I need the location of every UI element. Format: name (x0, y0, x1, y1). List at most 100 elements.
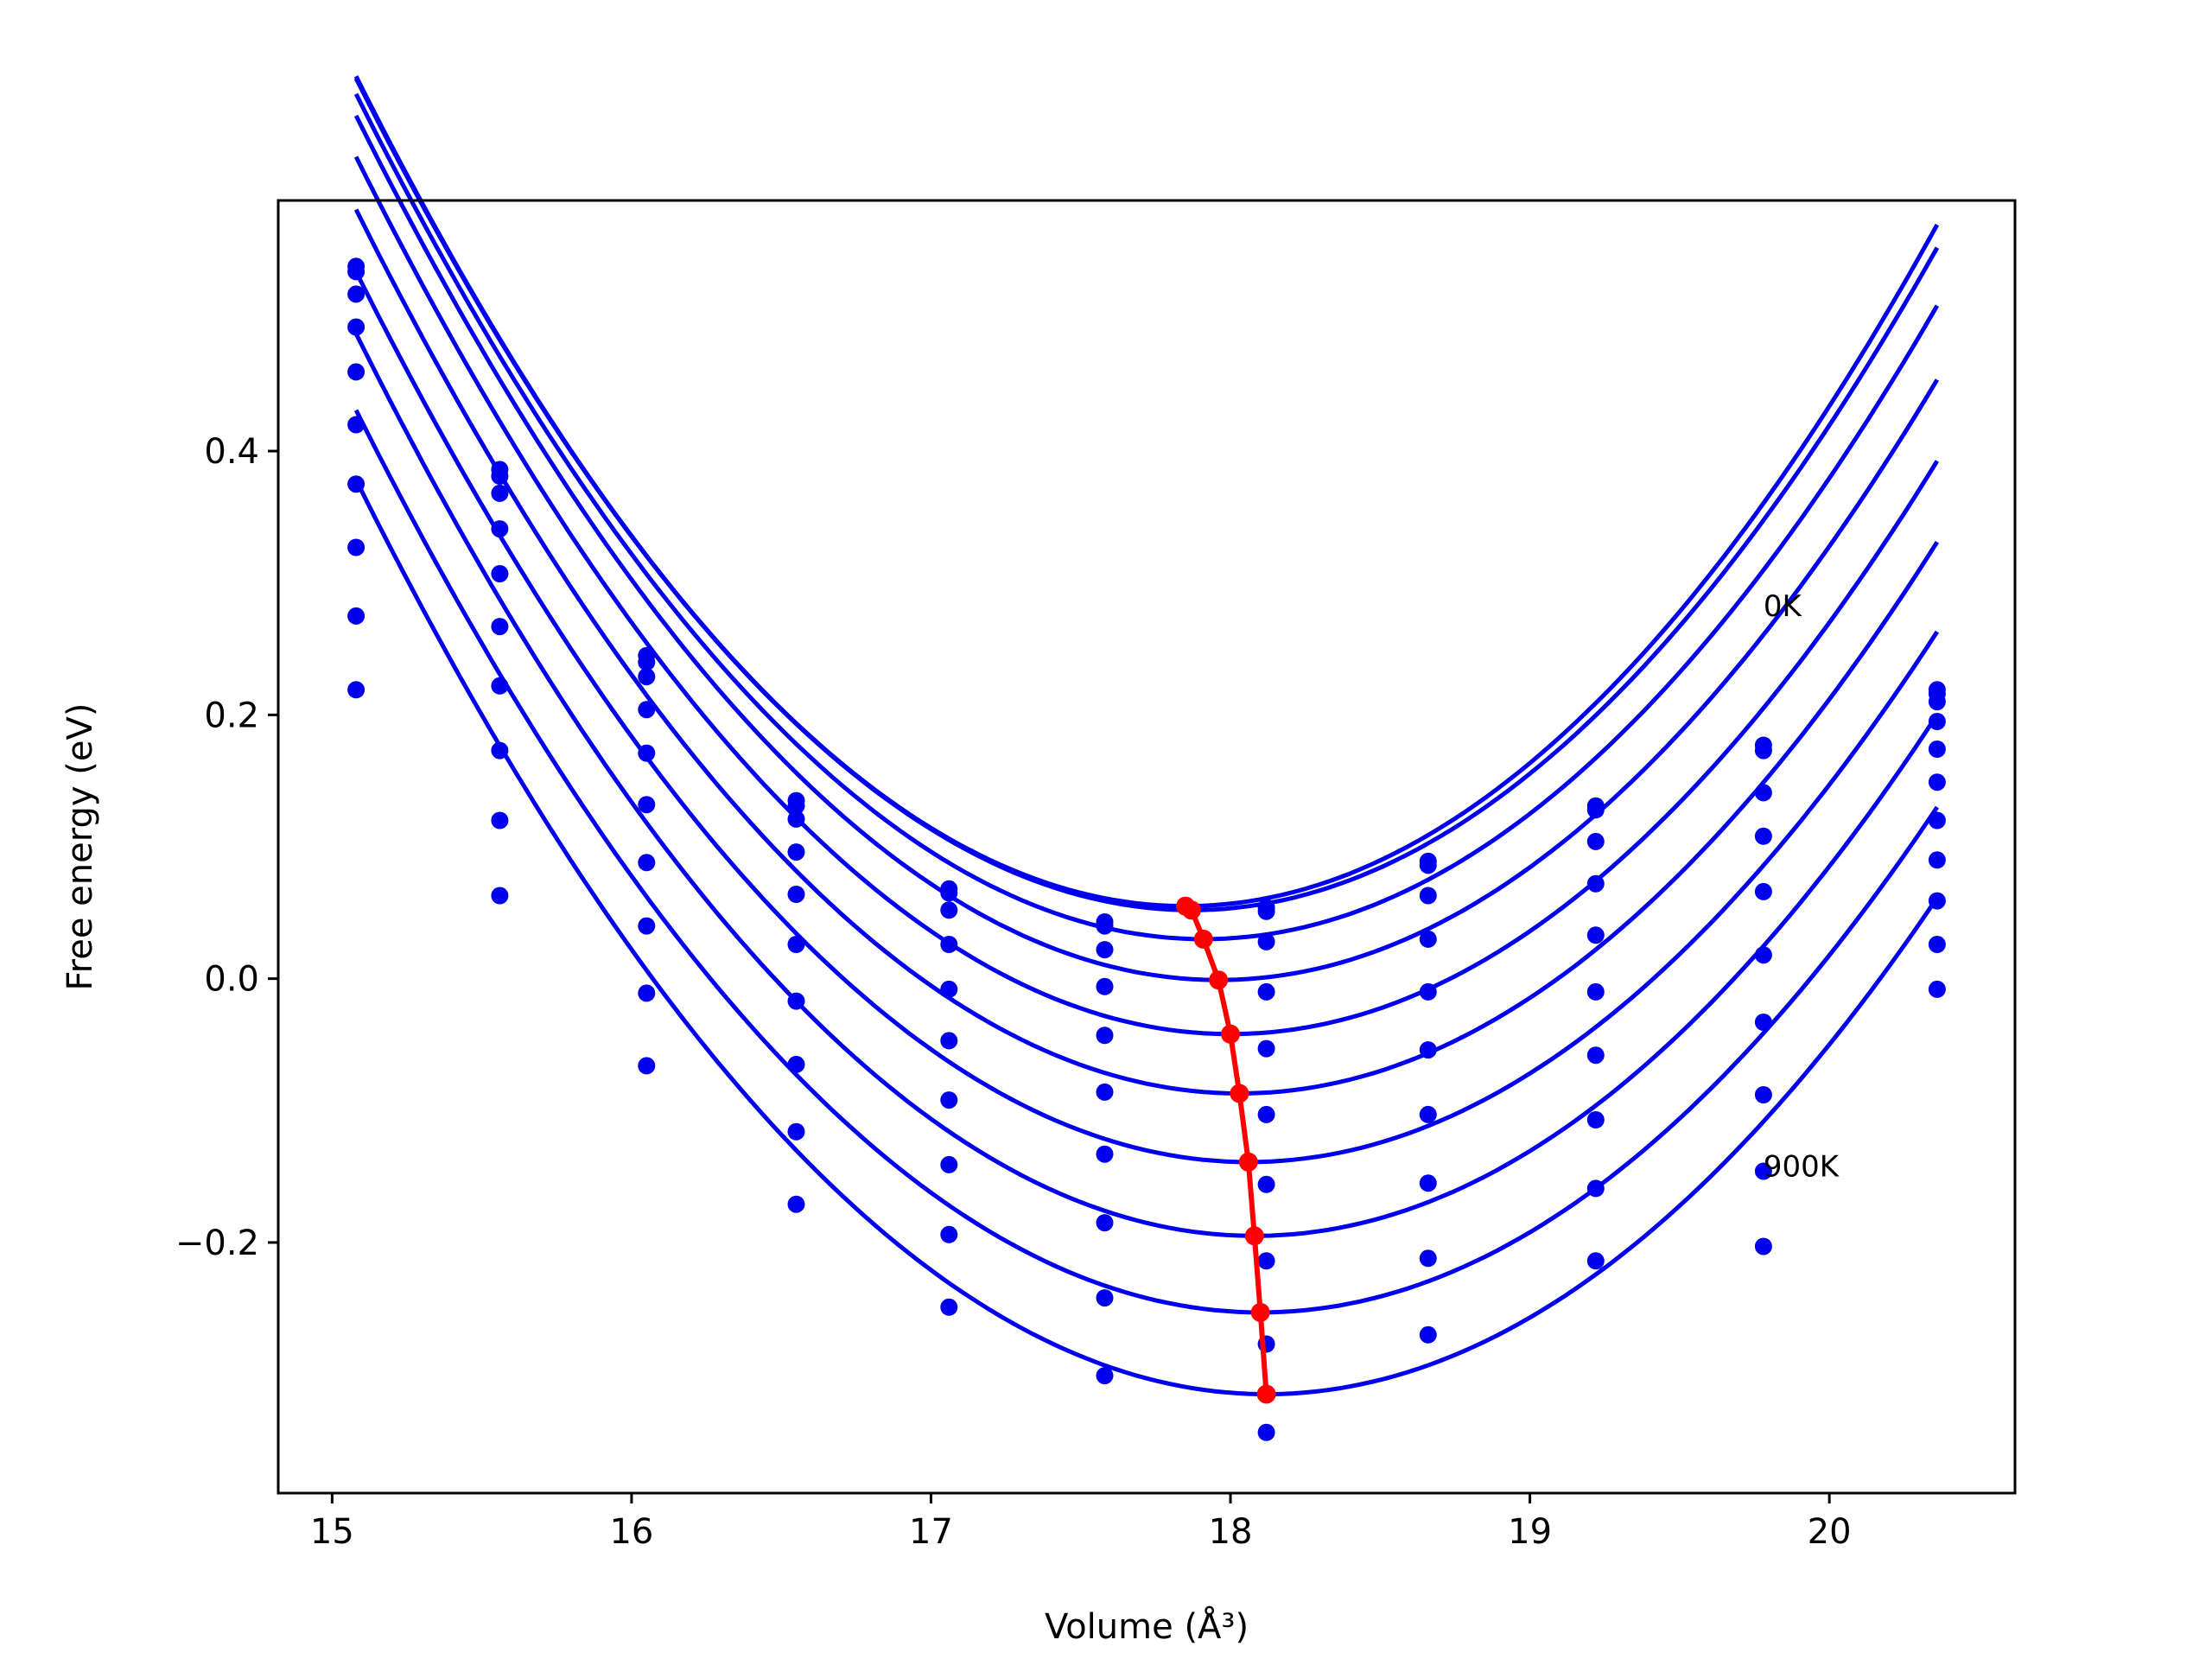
data-point (1928, 851, 1946, 869)
data-point (1096, 1289, 1114, 1307)
data-point (940, 1032, 958, 1050)
x-tick-label: 16 (609, 1512, 653, 1552)
data-point (1754, 1237, 1772, 1255)
data-point (347, 318, 365, 336)
data-point (1928, 936, 1946, 953)
minimum-point (1221, 1024, 1240, 1044)
minimum-point (1256, 1384, 1276, 1404)
fit-curve-9 (353, 479, 1939, 1396)
data-point (491, 618, 509, 636)
data-point (940, 1298, 958, 1316)
y-axis-title: Free energy (eV) (60, 703, 100, 991)
x-axis-ticks: 15 16 17 18 19 20 (310, 1493, 1852, 1552)
x-tick-label: 20 (1808, 1512, 1852, 1552)
data-point (1754, 1162, 1772, 1180)
data-point (347, 363, 365, 381)
data-point (1096, 941, 1114, 959)
x-tick-label: 19 (1508, 1512, 1552, 1552)
data-point (787, 810, 805, 828)
data-point (1257, 1105, 1275, 1123)
data-point (638, 796, 656, 814)
data-point (1419, 930, 1437, 948)
data-point (1096, 917, 1114, 935)
data-point (1419, 856, 1437, 874)
data-point (940, 901, 958, 919)
minimum-point (1238, 1152, 1258, 1172)
data-point (1257, 902, 1275, 920)
data-point (1586, 1179, 1605, 1198)
data-point (787, 1055, 805, 1073)
data-point (1586, 874, 1605, 893)
fit-curve-4 (353, 156, 1940, 1037)
data-point (1754, 1086, 1772, 1103)
minima-line (1176, 896, 1276, 1404)
minimum-point (1182, 900, 1201, 920)
data-point (1257, 932, 1275, 950)
minimum-point (1230, 1084, 1249, 1103)
minimum-point (1250, 1302, 1270, 1322)
data-point (1419, 1041, 1437, 1059)
fit-curve-5 (353, 208, 1940, 1096)
data-point (347, 681, 365, 699)
temperature-label: 900K (1764, 1150, 1840, 1185)
data-point (1096, 1027, 1114, 1045)
data-point (1419, 982, 1437, 1001)
data-point (1928, 741, 1946, 758)
data-point (787, 1122, 805, 1141)
data-point (491, 484, 509, 502)
data-point (940, 1225, 958, 1243)
x-tick-label: 15 (310, 1512, 354, 1552)
data-point (1754, 946, 1772, 964)
data-point (1754, 1014, 1772, 1031)
data-point (1096, 1083, 1114, 1101)
data-point (1928, 980, 1946, 998)
data-point (1928, 811, 1946, 830)
data-point (347, 416, 365, 434)
data-point (1419, 1249, 1437, 1268)
data-point (1096, 1367, 1114, 1385)
data-point (638, 984, 656, 1002)
data-point (1586, 926, 1605, 944)
data-point (1586, 801, 1605, 819)
data-point (1257, 1252, 1275, 1270)
data-point (940, 980, 958, 998)
data-point (638, 653, 656, 671)
minimum-point (1209, 970, 1229, 990)
data-point (1586, 1111, 1605, 1128)
data-point (1928, 693, 1946, 711)
x-tick-label: 17 (909, 1512, 953, 1552)
data-point (1586, 832, 1605, 850)
y-tick-label: −0.2 (175, 1224, 259, 1263)
data-point (1419, 1174, 1437, 1192)
y-tick-label: 0.4 (204, 432, 259, 472)
data-point (491, 741, 509, 760)
data-point (787, 1195, 805, 1213)
data-point (491, 565, 509, 582)
data-point (638, 744, 656, 762)
data-point (1754, 784, 1772, 802)
data-point (787, 992, 805, 1010)
data-point (1928, 773, 1946, 791)
data-point (347, 607, 365, 625)
data-point (491, 887, 509, 905)
data-point (787, 797, 805, 815)
data-point (1257, 1039, 1275, 1058)
data-point (940, 1155, 958, 1173)
data-point (787, 936, 805, 953)
data-point (491, 811, 509, 830)
data-point (1096, 977, 1114, 995)
data-point (1257, 1423, 1275, 1441)
data-point (638, 917, 656, 935)
data-point (940, 1091, 958, 1109)
data-point (1754, 741, 1772, 760)
minimum-trend-line (1184, 904, 1269, 1395)
data-point (940, 884, 958, 902)
data-point (787, 843, 805, 861)
data-point (1754, 882, 1772, 900)
data-point (491, 467, 509, 485)
data-point (1586, 1252, 1605, 1270)
y-tick-label: 0.0 (204, 960, 259, 1000)
minimum-point (1244, 1226, 1264, 1246)
data-point (1419, 1105, 1437, 1123)
